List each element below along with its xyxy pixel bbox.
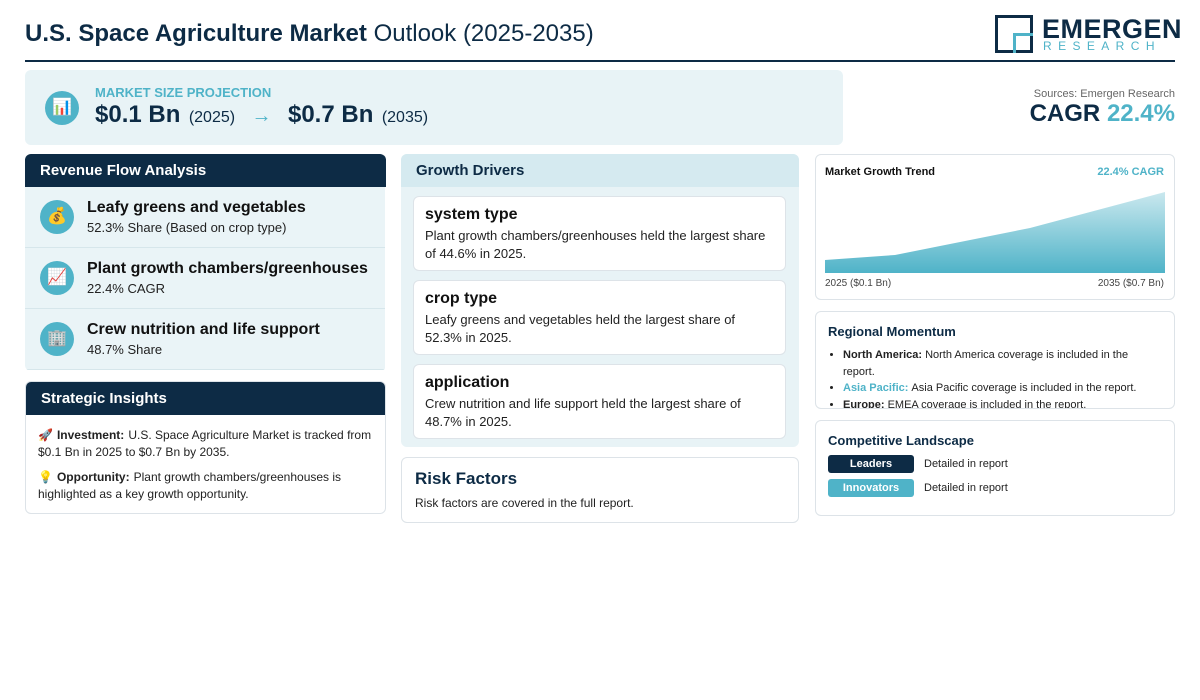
insight-icon: 💡 <box>38 470 53 484</box>
panel-title: Growth Drivers <box>401 154 799 187</box>
item-icon: 📈 <box>40 261 74 295</box>
trend-end: 2035 ($0.7 Bn) <box>1097 278 1164 289</box>
header-rule <box>25 60 1175 62</box>
trend-graphic <box>825 192 1165 273</box>
start-value: $0.1 Bn <box>95 101 181 128</box>
projection-box: 📊 MARKET SIZE PROJECTION $0.1 Bn (2025) … <box>25 70 843 145</box>
trend-title: Market Growth Trend <box>825 166 936 178</box>
region-item: North America:North America coverage is … <box>843 347 1162 380</box>
risk-text: Risk factors are covered in the full rep… <box>415 496 634 510</box>
title-bold: U.S. Space Agriculture Market <box>25 20 367 47</box>
region-text: North America coverage is included in th… <box>843 349 1129 378</box>
item-title: Plant growth chambers/greenhouses <box>87 260 368 277</box>
risk-title: Risk Factors <box>415 469 518 488</box>
panel-title: Strategic Insights <box>26 382 385 415</box>
title: U.S. Space Agriculture Market Outlook (2… <box>25 20 594 48</box>
insight-label: Investment: <box>56 428 125 442</box>
competitive-title: Competitive Landscape <box>828 433 974 448</box>
cagr: CAGR 22.4% <box>1030 100 1175 128</box>
competitive-text: Detailed in report <box>924 482 1008 494</box>
region-text: EMEA coverage is included in the report. <box>887 398 1087 409</box>
insight: 💡 Opportunity: Plant growth chambers/green… <box>38 469 373 503</box>
projection-label: MARKET SIZE PROJECTION <box>95 85 272 100</box>
region-name: Asia Pacific: <box>843 382 909 394</box>
insight: 🚀 Investment: U.S. Space Agriculture Marke… <box>38 427 373 461</box>
projection-icon: 📊 <box>45 91 79 125</box>
revenue-item: 🏢 Crew nutrition and life support 48.7% Sh… <box>25 309 385 370</box>
title-rest: Outlook (2025-2035) <box>373 20 594 47</box>
driver-text: Plant growth chambers/greenhouses held t… <box>425 228 766 261</box>
driver-title: application <box>425 374 510 391</box>
trend-badge: 22.4% CAGR <box>1097 166 1164 178</box>
insight-text: U.S. Space Agriculture Market is tracked… <box>38 428 372 459</box>
item-icon: 🏢 <box>40 322 74 356</box>
trend-area <box>825 192 1165 273</box>
item-detail: 52.3% Share (Based on crop type) <box>87 220 287 235</box>
risk-factors: Risk Factors Risk factors are covered in… <box>401 457 799 523</box>
item-detail: 22.4% CAGR <box>87 281 166 296</box>
strategic-insights: Strategic Insights 🚀 Investment: U.S. Spac… <box>25 381 386 514</box>
projection-values: $0.1 Bn (2025) → $0.7 Bn (2035) <box>95 101 428 129</box>
region-item: Asia Pacific:Asia Pacific coverage is in… <box>843 380 1162 397</box>
competitive-tag: Innovators <box>828 479 914 497</box>
logo-sub: RESEARCH <box>1043 39 1161 53</box>
region-name: Europe: <box>843 398 885 409</box>
driver-text: Crew nutrition and life support held the… <box>425 396 741 429</box>
cagr-value: 22.4% <box>1106 100 1175 127</box>
item-title: Crew nutrition and life support <box>87 321 320 338</box>
region-item: Europe:EMEA coverage is included in the … <box>843 397 1162 409</box>
logo-inner <box>1013 33 1033 53</box>
sources: Sources: Emergen Research <box>1033 88 1175 100</box>
region-text: Asia Pacific coverage is included in the… <box>911 382 1137 394</box>
driver-card: application Crew nutrition and life suppo… <box>413 364 786 439</box>
competitive-row: Leaders Detailed in report <box>828 455 1162 479</box>
competitive-text: Detailed in report <box>924 458 1008 470</box>
driver-card: system type Plant growth chambers/greenho… <box>413 196 786 271</box>
regional: Regional Momentum North America:North Am… <box>815 311 1175 409</box>
driver-title: crop type <box>425 290 498 307</box>
driver-title: system type <box>425 206 518 223</box>
trend-start: 2025 ($0.1 Bn) <box>825 278 892 289</box>
regional-title: Regional Momentum <box>828 324 956 339</box>
competitive-tag: Leaders <box>828 455 914 473</box>
cagr-label: CAGR <box>1029 100 1101 127</box>
competitive: Competitive Landscape Leaders Detailed in… <box>815 420 1175 516</box>
item-detail: 48.7% Share <box>87 342 163 357</box>
insight-label: Opportunity: <box>56 470 130 484</box>
driver-card: crop type Leafy greens and vegetables hel… <box>413 280 786 355</box>
revenue-item: 💰 Leafy greens and vegetables 52.3% Share … <box>25 187 385 248</box>
revenue-item: 📈 Plant growth chambers/greenhouses 22.4% … <box>25 248 385 309</box>
driver-text: Leafy greens and vegetables held the lar… <box>425 312 736 345</box>
panel-title: Revenue Flow Analysis <box>25 154 386 187</box>
end-year: (2035) <box>381 109 429 126</box>
insight-text: Plant growth chambers/greenhouses is hig… <box>38 470 342 501</box>
growth-trend: Market Growth Trend 22.4% CAGR 2025 ($0.… <box>815 154 1175 300</box>
item-title: Leafy greens and vegetables <box>87 199 306 216</box>
growth-drivers: Growth Drivers system type Plant growth c… <box>401 154 799 447</box>
end-value: $0.7 Bn <box>287 101 374 128</box>
logo-mark <box>995 15 1033 53</box>
region-name: North America: <box>843 349 923 361</box>
revenue-flow: Revenue Flow Analysis 💰 Leafy greens and … <box>25 154 386 371</box>
arrow: → <box>251 105 272 127</box>
insight-icon: 🚀 <box>38 428 53 442</box>
start-year: (2025) <box>188 109 236 126</box>
competitive-row: Innovators Detailed in report <box>828 479 1162 503</box>
item-icon: 💰 <box>40 200 74 234</box>
logo-main: EMERGEN <box>1042 14 1183 44</box>
